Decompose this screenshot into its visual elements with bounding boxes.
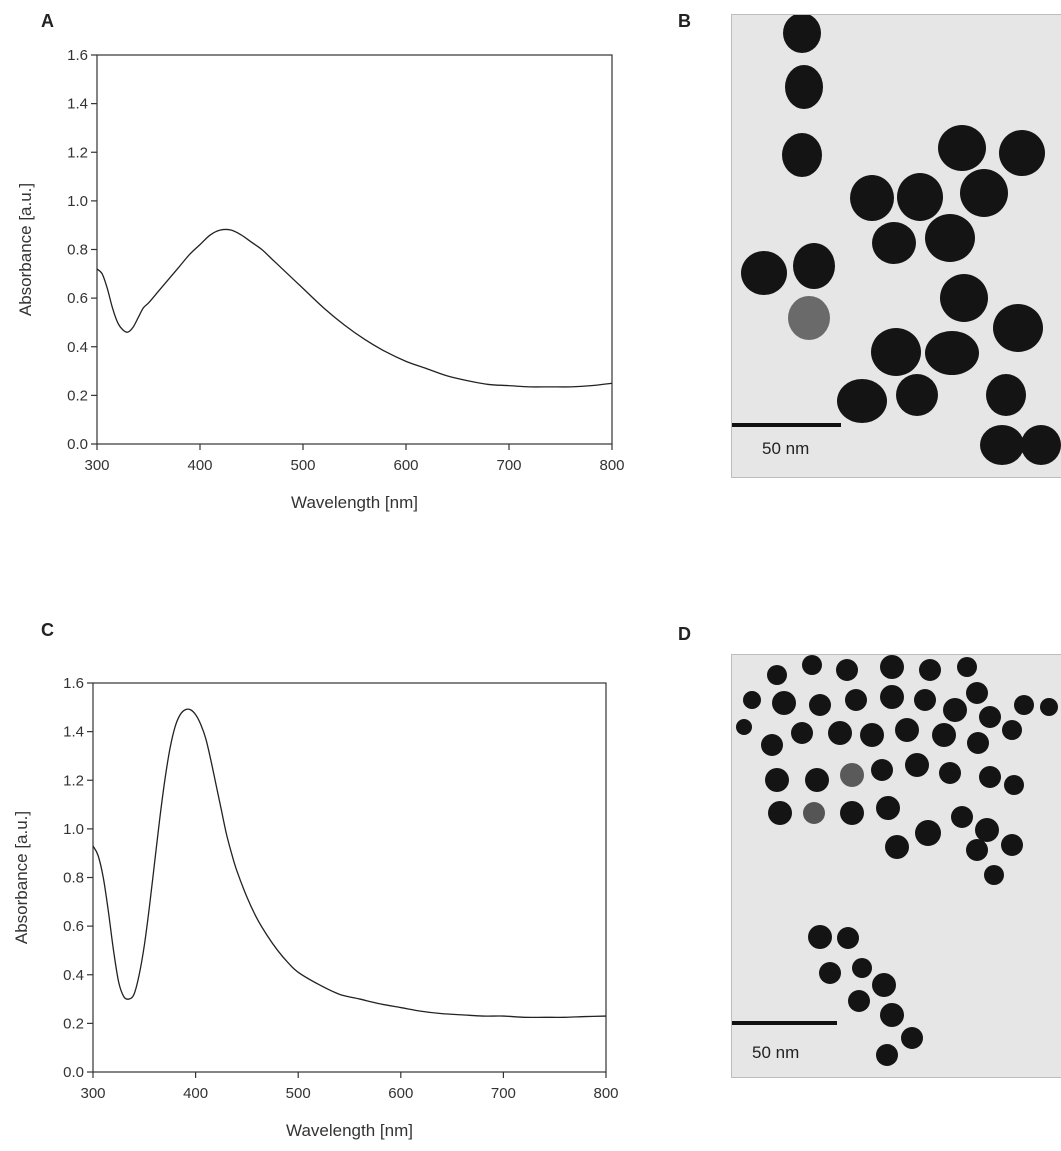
- nanoparticle: [793, 243, 835, 289]
- nanoparticle: [876, 1044, 898, 1066]
- nanoparticle: [743, 691, 761, 709]
- y-tick-label: 1.2: [63, 772, 84, 789]
- nanoparticle: [845, 689, 867, 711]
- nanoparticle: [761, 734, 783, 756]
- nanoparticle: [999, 130, 1045, 176]
- x-tick-label: 300: [80, 1085, 105, 1102]
- scale-bar-label-b: 50 nm: [762, 439, 809, 459]
- nanoparticle: [1014, 695, 1034, 715]
- nanoparticle: [791, 722, 813, 744]
- nanoparticle: [768, 801, 792, 825]
- nanoparticle: [828, 721, 852, 745]
- nanoparticle: [840, 763, 864, 787]
- nanoparticle: [940, 274, 988, 322]
- nanoparticle: [772, 691, 796, 715]
- nanoparticle: [951, 806, 973, 828]
- y-tick-label: 0.4: [63, 967, 84, 984]
- tem-micrograph-b: 50 nm: [731, 14, 1061, 478]
- nanoparticle: [872, 222, 916, 264]
- nanoparticle: [767, 665, 787, 685]
- nanoparticle: [880, 655, 904, 679]
- x-tick-label: 400: [183, 1085, 208, 1102]
- nanoparticle: [803, 802, 825, 824]
- y-tick-label: 0.2: [63, 1015, 84, 1032]
- x-tick-label: 800: [593, 1085, 618, 1102]
- nanoparticle: [925, 214, 975, 262]
- nanoparticle: [975, 818, 999, 842]
- nanoparticle: [914, 689, 936, 711]
- nanoparticle: [871, 759, 893, 781]
- plot-frame: [93, 683, 606, 1072]
- nanoparticle: [905, 753, 929, 777]
- nanoparticle: [880, 685, 904, 709]
- nanoparticle: [741, 251, 787, 295]
- x-tick-label: 600: [388, 1085, 413, 1102]
- y-tick-label: 0.0: [63, 1064, 84, 1081]
- nanoparticle: [808, 925, 832, 949]
- nanoparticle: [1004, 775, 1024, 795]
- nanoparticle: [736, 719, 752, 735]
- nanoparticle: [980, 425, 1024, 465]
- nanoparticle: [805, 768, 829, 792]
- nanoparticle: [938, 125, 986, 171]
- nanoparticle: [837, 379, 887, 423]
- nanoparticle: [925, 331, 979, 375]
- nanoparticle: [872, 973, 896, 997]
- nanoparticle: [819, 962, 841, 984]
- nanoparticle: [876, 796, 900, 820]
- nanoparticle: [957, 657, 977, 677]
- y-tick-label: 1.4: [63, 724, 84, 741]
- nanoparticle: [986, 374, 1026, 416]
- nanoparticle: [837, 927, 859, 949]
- nanoparticle: [993, 304, 1043, 352]
- nanoparticle: [895, 718, 919, 742]
- nanoparticle: [785, 65, 823, 109]
- nanoparticle: [782, 133, 822, 177]
- nanoparticle: [932, 723, 956, 747]
- nanoparticle: [788, 296, 830, 340]
- nanoparticle: [1021, 425, 1061, 465]
- nanoparticle: [848, 990, 870, 1012]
- nanoparticle: [901, 1027, 923, 1049]
- absorbance-curve: [93, 709, 606, 1017]
- nanoparticle: [966, 682, 988, 704]
- nanoparticle: [885, 835, 909, 859]
- nanoparticle: [880, 1003, 904, 1027]
- nanoparticle: [765, 768, 789, 792]
- y-tick-label: 0.8: [63, 870, 84, 887]
- nanoparticle: [836, 659, 858, 681]
- nanoparticle: [939, 762, 961, 784]
- nanoparticle: [979, 706, 1001, 728]
- nanoparticle: [852, 958, 872, 978]
- x-tick-label: 700: [491, 1085, 516, 1102]
- nanoparticle: [871, 328, 921, 376]
- y-tick-label: 1.6: [63, 675, 84, 692]
- x-axis-label: Wavelength [nm]: [286, 1121, 413, 1140]
- nanoparticle: [850, 175, 894, 221]
- nanoparticle: [966, 839, 988, 861]
- y-tick-label: 1.0: [63, 821, 84, 838]
- nanoparticle: [802, 655, 822, 675]
- nanoparticle: [1002, 720, 1022, 740]
- nanoparticle: [919, 659, 941, 681]
- scale-bar-label-d: 50 nm: [752, 1043, 799, 1063]
- nanoparticle: [915, 820, 941, 846]
- nanoparticle: [809, 694, 831, 716]
- nanoparticle: [840, 801, 864, 825]
- y-tick-label: 0.6: [63, 918, 84, 935]
- nanoparticle: [984, 865, 1004, 885]
- y-axis-label: Absorbance [a.u.]: [12, 811, 31, 944]
- nanoparticle: [1001, 834, 1023, 856]
- nanoparticle: [897, 173, 943, 221]
- nanoparticle: [860, 723, 884, 747]
- nanoparticle: [979, 766, 1001, 788]
- nanoparticle: [967, 732, 989, 754]
- nanoparticle: [1040, 698, 1058, 716]
- x-tick-label: 500: [286, 1085, 311, 1102]
- nanoparticle: [896, 374, 938, 416]
- nanoparticle: [960, 169, 1008, 217]
- nanoparticle: [943, 698, 967, 722]
- tem-micrograph-d: 50 nm: [731, 654, 1061, 1078]
